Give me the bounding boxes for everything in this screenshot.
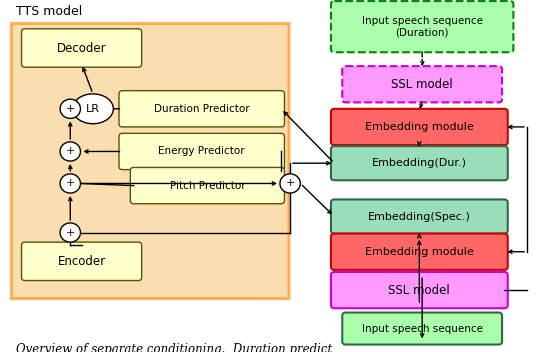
Circle shape — [60, 99, 81, 118]
Text: +: + — [66, 227, 75, 238]
FancyBboxPatch shape — [131, 168, 285, 204]
Text: Decoder: Decoder — [57, 42, 107, 55]
FancyBboxPatch shape — [342, 66, 502, 102]
Text: Pitch Predictor: Pitch Predictor — [170, 181, 245, 190]
FancyBboxPatch shape — [331, 272, 508, 308]
FancyBboxPatch shape — [331, 109, 508, 145]
Text: Embedding module: Embedding module — [365, 247, 474, 257]
Circle shape — [60, 142, 81, 161]
Text: +: + — [66, 146, 75, 157]
FancyBboxPatch shape — [342, 313, 502, 345]
FancyBboxPatch shape — [331, 200, 508, 234]
Text: TTS model: TTS model — [16, 5, 82, 18]
FancyBboxPatch shape — [22, 242, 141, 281]
FancyBboxPatch shape — [331, 146, 508, 180]
Text: Embedding module: Embedding module — [365, 122, 474, 132]
Text: +: + — [66, 178, 75, 188]
Text: Encoder: Encoder — [58, 255, 106, 268]
Circle shape — [60, 223, 81, 242]
Circle shape — [60, 174, 81, 193]
FancyBboxPatch shape — [331, 1, 514, 52]
FancyBboxPatch shape — [119, 133, 285, 170]
Text: SSL model: SSL model — [391, 78, 453, 91]
FancyBboxPatch shape — [119, 91, 285, 127]
Text: Energy Predictor: Energy Predictor — [158, 146, 245, 157]
Text: Input speech sequence: Input speech sequence — [362, 323, 483, 334]
Text: Embedding(Spec.): Embedding(Spec.) — [368, 212, 471, 221]
Text: SSL model: SSL model — [388, 284, 450, 297]
Text: Overview of separate conditioning.  Duration predict: Overview of separate conditioning. Durat… — [16, 344, 332, 352]
Text: Embedding(Dur.): Embedding(Dur.) — [372, 158, 467, 168]
FancyBboxPatch shape — [331, 234, 508, 270]
Text: +: + — [66, 104, 75, 114]
FancyBboxPatch shape — [22, 29, 141, 67]
Text: Input speech sequence
(Duration): Input speech sequence (Duration) — [362, 16, 483, 37]
Ellipse shape — [72, 94, 113, 124]
Text: +: + — [286, 178, 295, 188]
Text: Duration Predictor: Duration Predictor — [154, 104, 250, 114]
Circle shape — [280, 174, 300, 193]
Text: LR: LR — [86, 104, 100, 114]
FancyBboxPatch shape — [11, 24, 289, 298]
